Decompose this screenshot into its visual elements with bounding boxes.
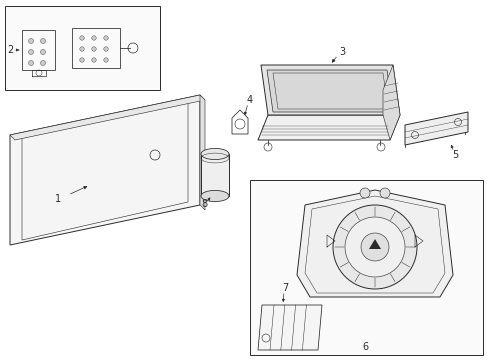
Text: 6: 6 [362,342,368,352]
Circle shape [92,36,96,40]
Circle shape [41,60,46,66]
Polygon shape [200,95,205,210]
Circle shape [104,47,108,51]
Circle shape [28,60,33,66]
Circle shape [92,58,96,62]
Polygon shape [258,115,400,140]
Circle shape [28,49,33,54]
Text: 1: 1 [55,194,61,204]
Polygon shape [10,95,205,140]
FancyBboxPatch shape [250,180,483,355]
Polygon shape [297,190,453,297]
Text: 3: 3 [339,47,345,57]
Circle shape [41,39,46,44]
Circle shape [360,188,370,198]
Circle shape [345,217,405,277]
Ellipse shape [201,190,229,202]
Circle shape [80,36,84,40]
Circle shape [28,39,33,44]
Polygon shape [258,305,322,350]
Text: 4: 4 [247,95,253,105]
Circle shape [92,47,96,51]
Polygon shape [405,112,468,145]
FancyBboxPatch shape [5,6,160,90]
Text: 8: 8 [201,199,207,209]
Circle shape [80,58,84,62]
Circle shape [333,205,417,289]
Polygon shape [261,65,400,115]
Bar [201,154,229,196]
Circle shape [361,233,389,261]
Circle shape [380,188,390,198]
Circle shape [104,58,108,62]
Polygon shape [267,70,393,112]
Polygon shape [383,65,400,140]
Polygon shape [369,239,381,249]
Circle shape [80,47,84,51]
Polygon shape [10,95,200,245]
Text: 2: 2 [7,45,13,55]
Ellipse shape [201,148,229,159]
Circle shape [104,36,108,40]
Circle shape [41,49,46,54]
Text: 7: 7 [282,283,288,293]
Text: 5: 5 [452,150,458,160]
